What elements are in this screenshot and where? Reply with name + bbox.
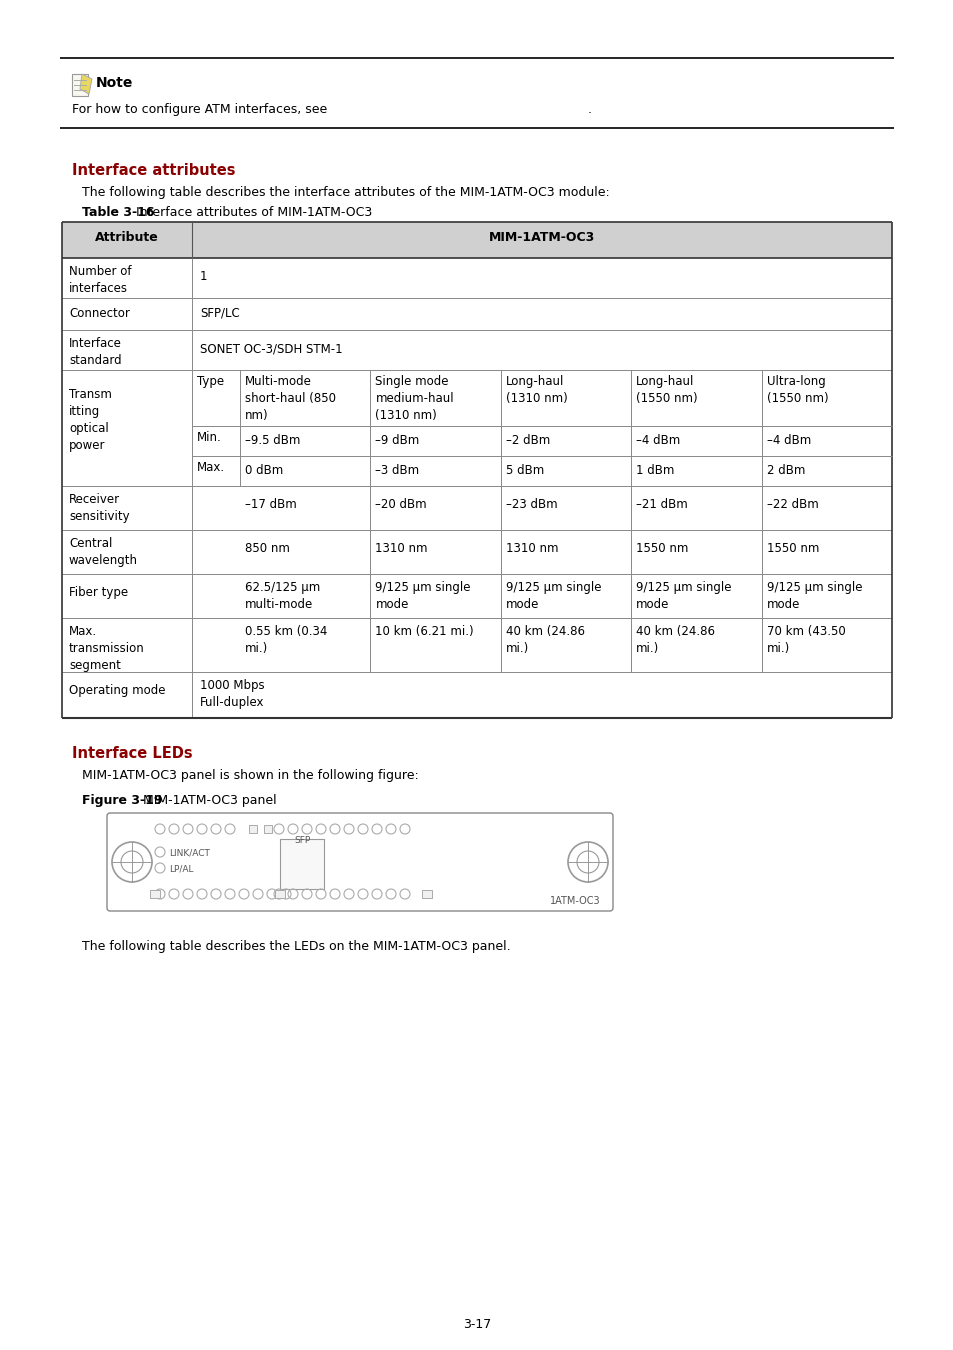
FancyBboxPatch shape: [71, 74, 88, 96]
Text: Interface LEDs: Interface LEDs: [71, 747, 193, 761]
Text: Receiver
sensitivity: Receiver sensitivity: [69, 493, 130, 522]
Text: 10 km (6.21 mi.): 10 km (6.21 mi.): [375, 625, 474, 639]
FancyBboxPatch shape: [150, 890, 160, 898]
Text: –3 dBm: –3 dBm: [375, 464, 419, 477]
Text: Central
wavelength: Central wavelength: [69, 537, 138, 567]
Text: Max.
transmission
segment: Max. transmission segment: [69, 625, 145, 672]
Text: The following table describes the interface attributes of the MIM-1ATM-OC3 modul: The following table describes the interf…: [82, 186, 609, 198]
Text: Interface
standard: Interface standard: [69, 338, 122, 367]
Text: 9/125 μm single
mode: 9/125 μm single mode: [505, 580, 600, 612]
Text: Fiber type: Fiber type: [69, 586, 128, 599]
Text: –22 dBm: –22 dBm: [766, 498, 818, 512]
Bar: [264, 825, 272, 833]
Text: MIM-1ATM-OC3 panel is shown in the following figure:: MIM-1ATM-OC3 panel is shown in the follo…: [82, 769, 418, 782]
Text: 70 km (43.50
mi.): 70 km (43.50 mi.): [766, 625, 844, 655]
Text: The following table describes the LEDs on the MIM-1ATM-OC3 panel.: The following table describes the LEDs o…: [82, 940, 510, 953]
Text: SFP/LC: SFP/LC: [200, 306, 239, 320]
Text: MIM-1ATM-OC3 panel: MIM-1ATM-OC3 panel: [139, 794, 276, 807]
Text: –4 dBm: –4 dBm: [766, 433, 810, 447]
Text: –23 dBm: –23 dBm: [505, 498, 557, 512]
Text: –9.5 dBm: –9.5 dBm: [245, 433, 300, 447]
FancyBboxPatch shape: [274, 890, 285, 898]
Text: 2 dBm: 2 dBm: [766, 464, 804, 477]
Text: Figure 3-19: Figure 3-19: [82, 794, 162, 807]
Text: –17 dBm: –17 dBm: [245, 498, 296, 512]
Text: Number of
interfaces: Number of interfaces: [69, 265, 132, 296]
Text: LP/AL: LP/AL: [169, 865, 193, 873]
Text: 9/125 μm single
mode: 9/125 μm single mode: [636, 580, 731, 612]
Text: Operating mode: Operating mode: [69, 684, 165, 697]
Text: Connector: Connector: [69, 306, 130, 320]
Text: 850 nm: 850 nm: [245, 541, 290, 555]
Text: Attribute: Attribute: [95, 231, 159, 244]
Text: –21 dBm: –21 dBm: [636, 498, 687, 512]
Text: .: .: [587, 103, 592, 116]
Text: Multi-mode
short-haul (850
nm): Multi-mode short-haul (850 nm): [245, 375, 335, 423]
Text: Ultra-long
(1550 nm): Ultra-long (1550 nm): [766, 375, 827, 405]
Bar: [249, 825, 256, 833]
Text: 1310 nm: 1310 nm: [505, 541, 558, 555]
Text: Table 3-16: Table 3-16: [82, 207, 154, 219]
Text: SFP: SFP: [294, 836, 310, 845]
Text: Note: Note: [96, 76, 133, 90]
FancyBboxPatch shape: [280, 838, 324, 890]
Text: 9/125 μm single
mode: 9/125 μm single mode: [766, 580, 862, 612]
Text: 1000 Mbps
Full-duplex: 1000 Mbps Full-duplex: [200, 679, 264, 709]
Text: 5 dBm: 5 dBm: [505, 464, 543, 477]
Text: 1 dBm: 1 dBm: [636, 464, 674, 477]
Text: 40 km (24.86
mi.): 40 km (24.86 mi.): [636, 625, 715, 655]
Text: 1550 nm: 1550 nm: [766, 541, 818, 555]
Text: 1310 nm: 1310 nm: [375, 541, 428, 555]
Text: 62.5/125 μm
multi-mode: 62.5/125 μm multi-mode: [245, 580, 320, 612]
Text: 0 dBm: 0 dBm: [245, 464, 283, 477]
Text: Long-haul
(1310 nm): Long-haul (1310 nm): [505, 375, 567, 405]
FancyBboxPatch shape: [62, 221, 891, 258]
Text: Min.: Min.: [196, 431, 221, 444]
Text: For how to configure ATM interfaces, see: For how to configure ATM interfaces, see: [71, 103, 327, 116]
Text: Long-haul
(1550 nm): Long-haul (1550 nm): [636, 375, 697, 405]
Text: Transm
itting
optical
power: Transm itting optical power: [69, 387, 112, 452]
Text: 3-17: 3-17: [462, 1318, 491, 1331]
FancyBboxPatch shape: [421, 890, 432, 898]
Text: LINK/ACT: LINK/ACT: [169, 849, 210, 859]
Text: MIM-1ATM-OC3: MIM-1ATM-OC3: [488, 231, 595, 244]
Text: 40 km (24.86
mi.): 40 km (24.86 mi.): [505, 625, 584, 655]
Text: Type: Type: [196, 375, 224, 387]
Text: Single mode
medium-haul
(1310 nm): Single mode medium-haul (1310 nm): [375, 375, 454, 423]
Text: 9/125 μm single
mode: 9/125 μm single mode: [375, 580, 471, 612]
Text: –2 dBm: –2 dBm: [505, 433, 550, 447]
Text: –4 dBm: –4 dBm: [636, 433, 679, 447]
Text: Interface attributes: Interface attributes: [71, 163, 235, 178]
Text: 1550 nm: 1550 nm: [636, 541, 688, 555]
Polygon shape: [80, 74, 91, 94]
FancyBboxPatch shape: [107, 813, 613, 911]
Text: Interface attributes of MIM-1ATM-OC3: Interface attributes of MIM-1ATM-OC3: [132, 207, 372, 219]
Text: 1: 1: [200, 270, 208, 284]
Text: SONET OC-3/SDH STM-1: SONET OC-3/SDH STM-1: [200, 342, 342, 355]
Text: 0.55 km (0.34
mi.): 0.55 km (0.34 mi.): [245, 625, 327, 655]
Text: 1ATM-OC3: 1ATM-OC3: [550, 896, 600, 906]
Text: –20 dBm: –20 dBm: [375, 498, 427, 512]
Text: Max.: Max.: [196, 460, 225, 474]
Text: –9 dBm: –9 dBm: [375, 433, 419, 447]
